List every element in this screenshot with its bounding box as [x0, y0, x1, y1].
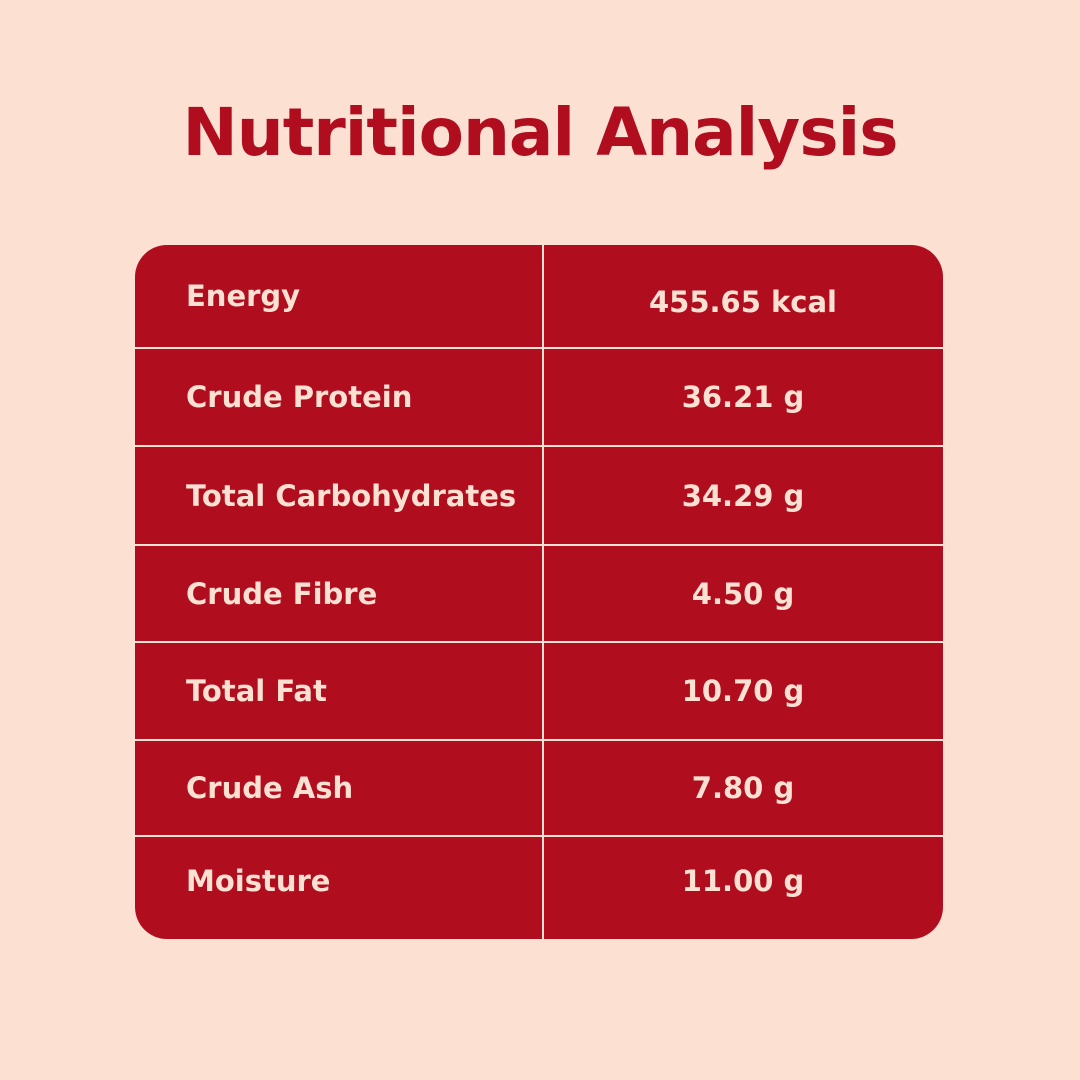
- row-label: Energy: [186, 279, 301, 313]
- row-value: 11.00 g: [681, 864, 805, 898]
- row-value: 4.50 g: [691, 576, 795, 611]
- page-title: Nutritional Analysis: [182, 94, 898, 171]
- column-divider: [542, 245, 544, 939]
- row-divider: [135, 641, 943, 643]
- table-row-energy: Energy 455.65 kcal: [135, 245, 943, 347]
- row-value: 36.21 g: [681, 380, 805, 414]
- table-row-total-fat: Total Fat 10.70 g: [135, 643, 943, 739]
- row-label: Crude Ash: [186, 771, 354, 805]
- row-value: 10.70 g: [681, 674, 805, 708]
- row-label: Crude Fibre: [186, 576, 378, 611]
- row-label: Total Carbohydrates: [186, 478, 517, 513]
- row-label: Total Fat: [186, 674, 327, 708]
- row-value: 7.80 g: [691, 771, 795, 805]
- table-row-moisture: Moisture 11.00 g: [135, 837, 943, 939]
- table-row-crude-protein: Crude Protein 36.21 g: [135, 349, 943, 445]
- row-value: 455.65 kcal: [649, 285, 837, 319]
- table-row-crude-fibre: Crude Fibre 4.50 g: [135, 546, 943, 641]
- row-divider: [135, 739, 943, 741]
- row-divider: [135, 835, 943, 837]
- row-divider: [135, 544, 943, 546]
- row-label: Crude Protein: [186, 380, 413, 414]
- nutrition-table: Energy 455.65 kcal Crude Protein 36.21 g…: [135, 245, 943, 939]
- row-divider: [135, 445, 943, 447]
- row-divider: [135, 347, 943, 349]
- table-row-total-carbohydrates: Total Carbohydrates 34.29 g: [135, 447, 943, 544]
- table-row-crude-ash: Crude Ash 7.80 g: [135, 741, 943, 835]
- row-value: 34.29 g: [681, 478, 805, 513]
- row-label: Moisture: [186, 864, 331, 898]
